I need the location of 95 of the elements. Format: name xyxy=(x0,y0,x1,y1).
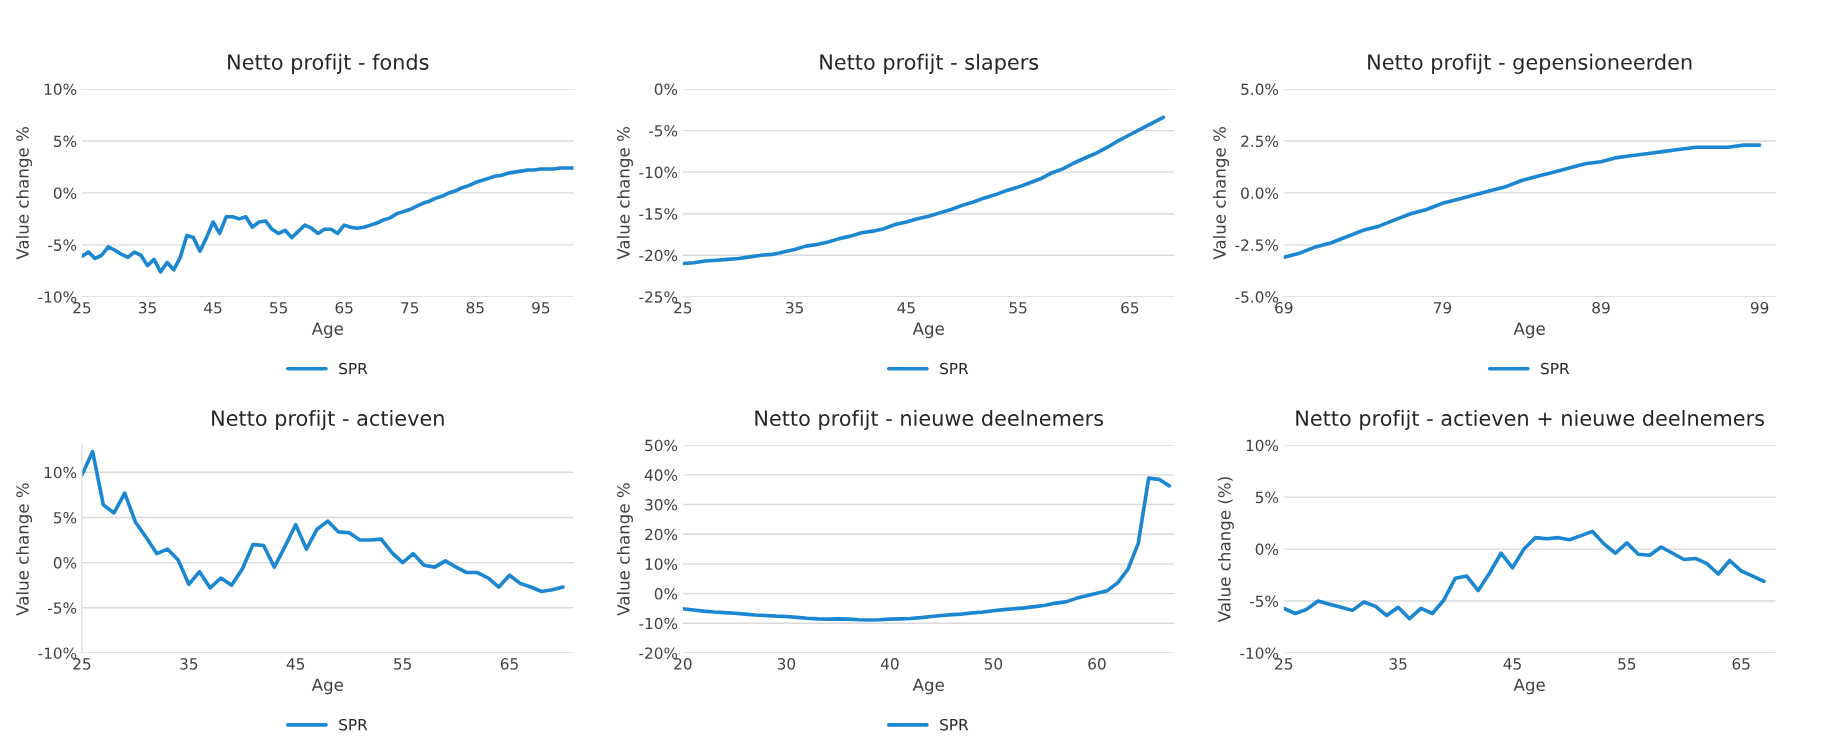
y-tick-label: 2.5% xyxy=(1241,135,1279,147)
x-tick-label: 45 xyxy=(204,302,222,314)
line-series xyxy=(682,115,1166,266)
y-tick-label: 20% xyxy=(645,528,678,541)
x-tick-label: 45 xyxy=(286,658,305,670)
y-tick-label: -25% xyxy=(639,291,678,303)
y-tick-label: -10% xyxy=(38,291,77,303)
y-tick-label: -20% xyxy=(639,647,678,659)
x-tick-label: 40 xyxy=(880,658,899,670)
y-tick-label: 0% xyxy=(654,83,678,96)
x-tick-label: 35 xyxy=(138,301,156,314)
x-tick-label: 25 xyxy=(1275,658,1293,670)
x-tick-label: 65 xyxy=(1121,301,1139,314)
y-tick-label: -10% xyxy=(639,617,678,630)
y-tick-label: -2.5% xyxy=(1235,239,1279,251)
y-tick-label: -5% xyxy=(649,125,678,137)
x-tick-label: 55 xyxy=(394,658,411,670)
y-tick-label: -15% xyxy=(639,208,678,220)
x-axis-title: Age xyxy=(311,322,344,339)
y-tick-label: -5% xyxy=(1249,595,1279,608)
y-tick-label: 5% xyxy=(54,135,77,147)
x-tick-label: 55 xyxy=(270,302,287,314)
x-axis-title: Age xyxy=(311,678,344,695)
line-series xyxy=(81,449,565,594)
y-tick-label: -10% xyxy=(38,647,77,659)
line-series xyxy=(1283,143,1762,260)
line-series xyxy=(81,166,574,274)
y-tick-label: 0% xyxy=(53,557,77,569)
line-series xyxy=(682,476,1172,622)
y-tick-label: 30% xyxy=(645,499,678,511)
y-axis-title: Value change % xyxy=(15,483,33,616)
legend-label: SPR xyxy=(940,362,969,375)
y-tick-label: 40% xyxy=(644,469,678,481)
y-tick-label: 10% xyxy=(645,558,678,570)
chart-title: Netto profijt - actieven xyxy=(212,409,444,431)
x-tick-label: 35 xyxy=(786,301,803,314)
x-tick-label: 79 xyxy=(1433,301,1452,314)
y-tick-label: -5% xyxy=(48,239,77,251)
x-tick-label: 25 xyxy=(674,301,692,314)
x-tick-label: 75 xyxy=(401,302,419,314)
x-axis-title: Age xyxy=(1513,322,1545,339)
x-tick-label: 35 xyxy=(1389,658,1407,670)
y-axis-title: Value change % xyxy=(1212,127,1230,260)
y-axis-title: Value change % xyxy=(616,483,633,616)
y-axis-title: Value change % xyxy=(15,127,33,260)
x-tick-label: 89 xyxy=(1592,301,1610,314)
x-tick-label: 65 xyxy=(335,301,353,314)
y-tick-label: 10% xyxy=(1246,439,1279,452)
y-tick-label: -5% xyxy=(48,602,77,614)
legend-label: SPR xyxy=(339,718,368,731)
y-tick-label: 10% xyxy=(44,466,77,479)
y-tick-label: 50% xyxy=(645,439,678,452)
x-axis-title: Age xyxy=(912,678,944,695)
x-tick-label: 30 xyxy=(777,658,796,670)
y-tick-label: 5% xyxy=(1255,491,1279,504)
legend-label: SPR xyxy=(940,718,969,731)
x-tick-label: 45 xyxy=(1503,658,1521,670)
x-tick-label: 55 xyxy=(1618,658,1636,670)
x-tick-label: 25 xyxy=(73,301,91,314)
x-tick-label: 35 xyxy=(180,658,198,670)
y-tick-label: -5.0% xyxy=(1235,291,1279,303)
x-axis-title: Age xyxy=(912,322,944,339)
y-axis-title: Value change (%) xyxy=(1217,477,1234,623)
line-series xyxy=(1283,529,1766,621)
legend-label: SPR xyxy=(1541,362,1570,375)
y-tick-label: 0% xyxy=(654,588,678,600)
chart-title: Netto profijt - fonds xyxy=(228,53,429,74)
y-tick-label: 0% xyxy=(53,187,77,199)
y-tick-label: 5.0% xyxy=(1241,83,1279,96)
y-tick-label: 10% xyxy=(44,83,77,96)
x-axis-title: Age xyxy=(1513,678,1545,695)
y-tick-label: 5% xyxy=(54,511,77,524)
x-tick-label: 69 xyxy=(1275,301,1293,314)
y-tick-label: -20% xyxy=(639,249,678,262)
x-tick-label: 25 xyxy=(73,658,91,670)
chart-title: Netto profijt - gepensioneerden xyxy=(1368,53,1692,74)
chart-title: Netto profijt - slapers xyxy=(820,53,1039,74)
chart-title: Netto profijt - actieven + nieuwe deelnemers xyxy=(1296,409,1764,431)
x-tick-label: 95 xyxy=(532,301,550,314)
x-tick-label: 65 xyxy=(1732,658,1750,670)
y-tick-label: 0.0% xyxy=(1241,187,1279,199)
x-tick-label: 60 xyxy=(1088,658,1106,670)
y-tick-label: -10% xyxy=(639,166,678,179)
legend-label: SPR xyxy=(339,362,368,375)
x-tick-label: 55 xyxy=(1009,302,1027,314)
x-tick-label: 85 xyxy=(466,301,484,314)
y-axis-title: Value change % xyxy=(616,127,633,260)
chart-title: Netto profijt - nieuwe deelnemers xyxy=(755,409,1104,431)
y-tick-label: -10% xyxy=(1240,647,1279,659)
y-tick-label: 0% xyxy=(1255,543,1279,556)
x-tick-label: 50 xyxy=(984,658,1003,670)
x-tick-label: 20 xyxy=(674,658,692,670)
x-tick-label: 99 xyxy=(1750,301,1769,314)
x-tick-label: 65 xyxy=(500,658,518,670)
x-tick-label: 45 xyxy=(897,302,915,314)
